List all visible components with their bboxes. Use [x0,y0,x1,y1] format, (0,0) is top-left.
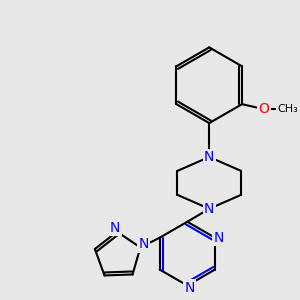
Text: N: N [204,150,214,164]
Text: N: N [204,202,214,216]
Text: N: N [138,237,148,251]
Text: CH₃: CH₃ [278,104,298,114]
Text: N: N [184,280,194,295]
Text: N: N [110,221,120,235]
Text: N: N [214,231,224,245]
Text: O: O [259,102,269,116]
